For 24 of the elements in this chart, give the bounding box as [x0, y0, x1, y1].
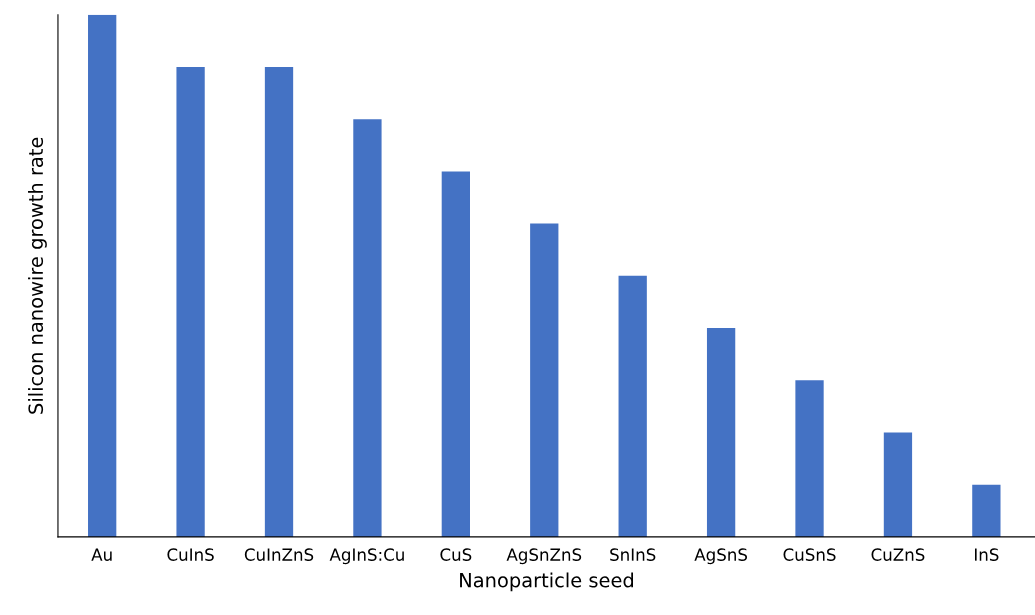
x-tick-label: Au — [91, 548, 112, 561]
x-axis-title: Nanoparticle seed — [460, 572, 634, 592]
bar — [353, 119, 382, 537]
x-tick-label: AgSnS — [694, 548, 748, 565]
x-tick-label: InS — [974, 548, 999, 561]
x-tick-label: CuS — [440, 548, 472, 561]
bar — [176, 66, 205, 537]
x-tick-label: SnInS — [610, 548, 656, 561]
bar — [441, 171, 470, 537]
bar — [795, 380, 824, 537]
bar — [706, 328, 736, 537]
x-tick-label: CuInS — [167, 548, 214, 561]
x-tick-label: CuSnS — [783, 548, 836, 561]
x-tick-label: CuZnS — [871, 548, 925, 561]
bar — [88, 14, 117, 537]
bar — [618, 275, 647, 537]
bar — [530, 223, 559, 537]
bar — [972, 484, 1001, 537]
x-tick-label: CuInZnS — [244, 548, 314, 561]
bar — [264, 66, 294, 537]
bar — [883, 432, 913, 537]
x-tick-label: AgInS:Cu — [329, 548, 404, 565]
x-tick-label: AgSnZnS — [506, 548, 582, 565]
y-axis-title: Silicon nanowire growth rate — [28, 137, 47, 414]
